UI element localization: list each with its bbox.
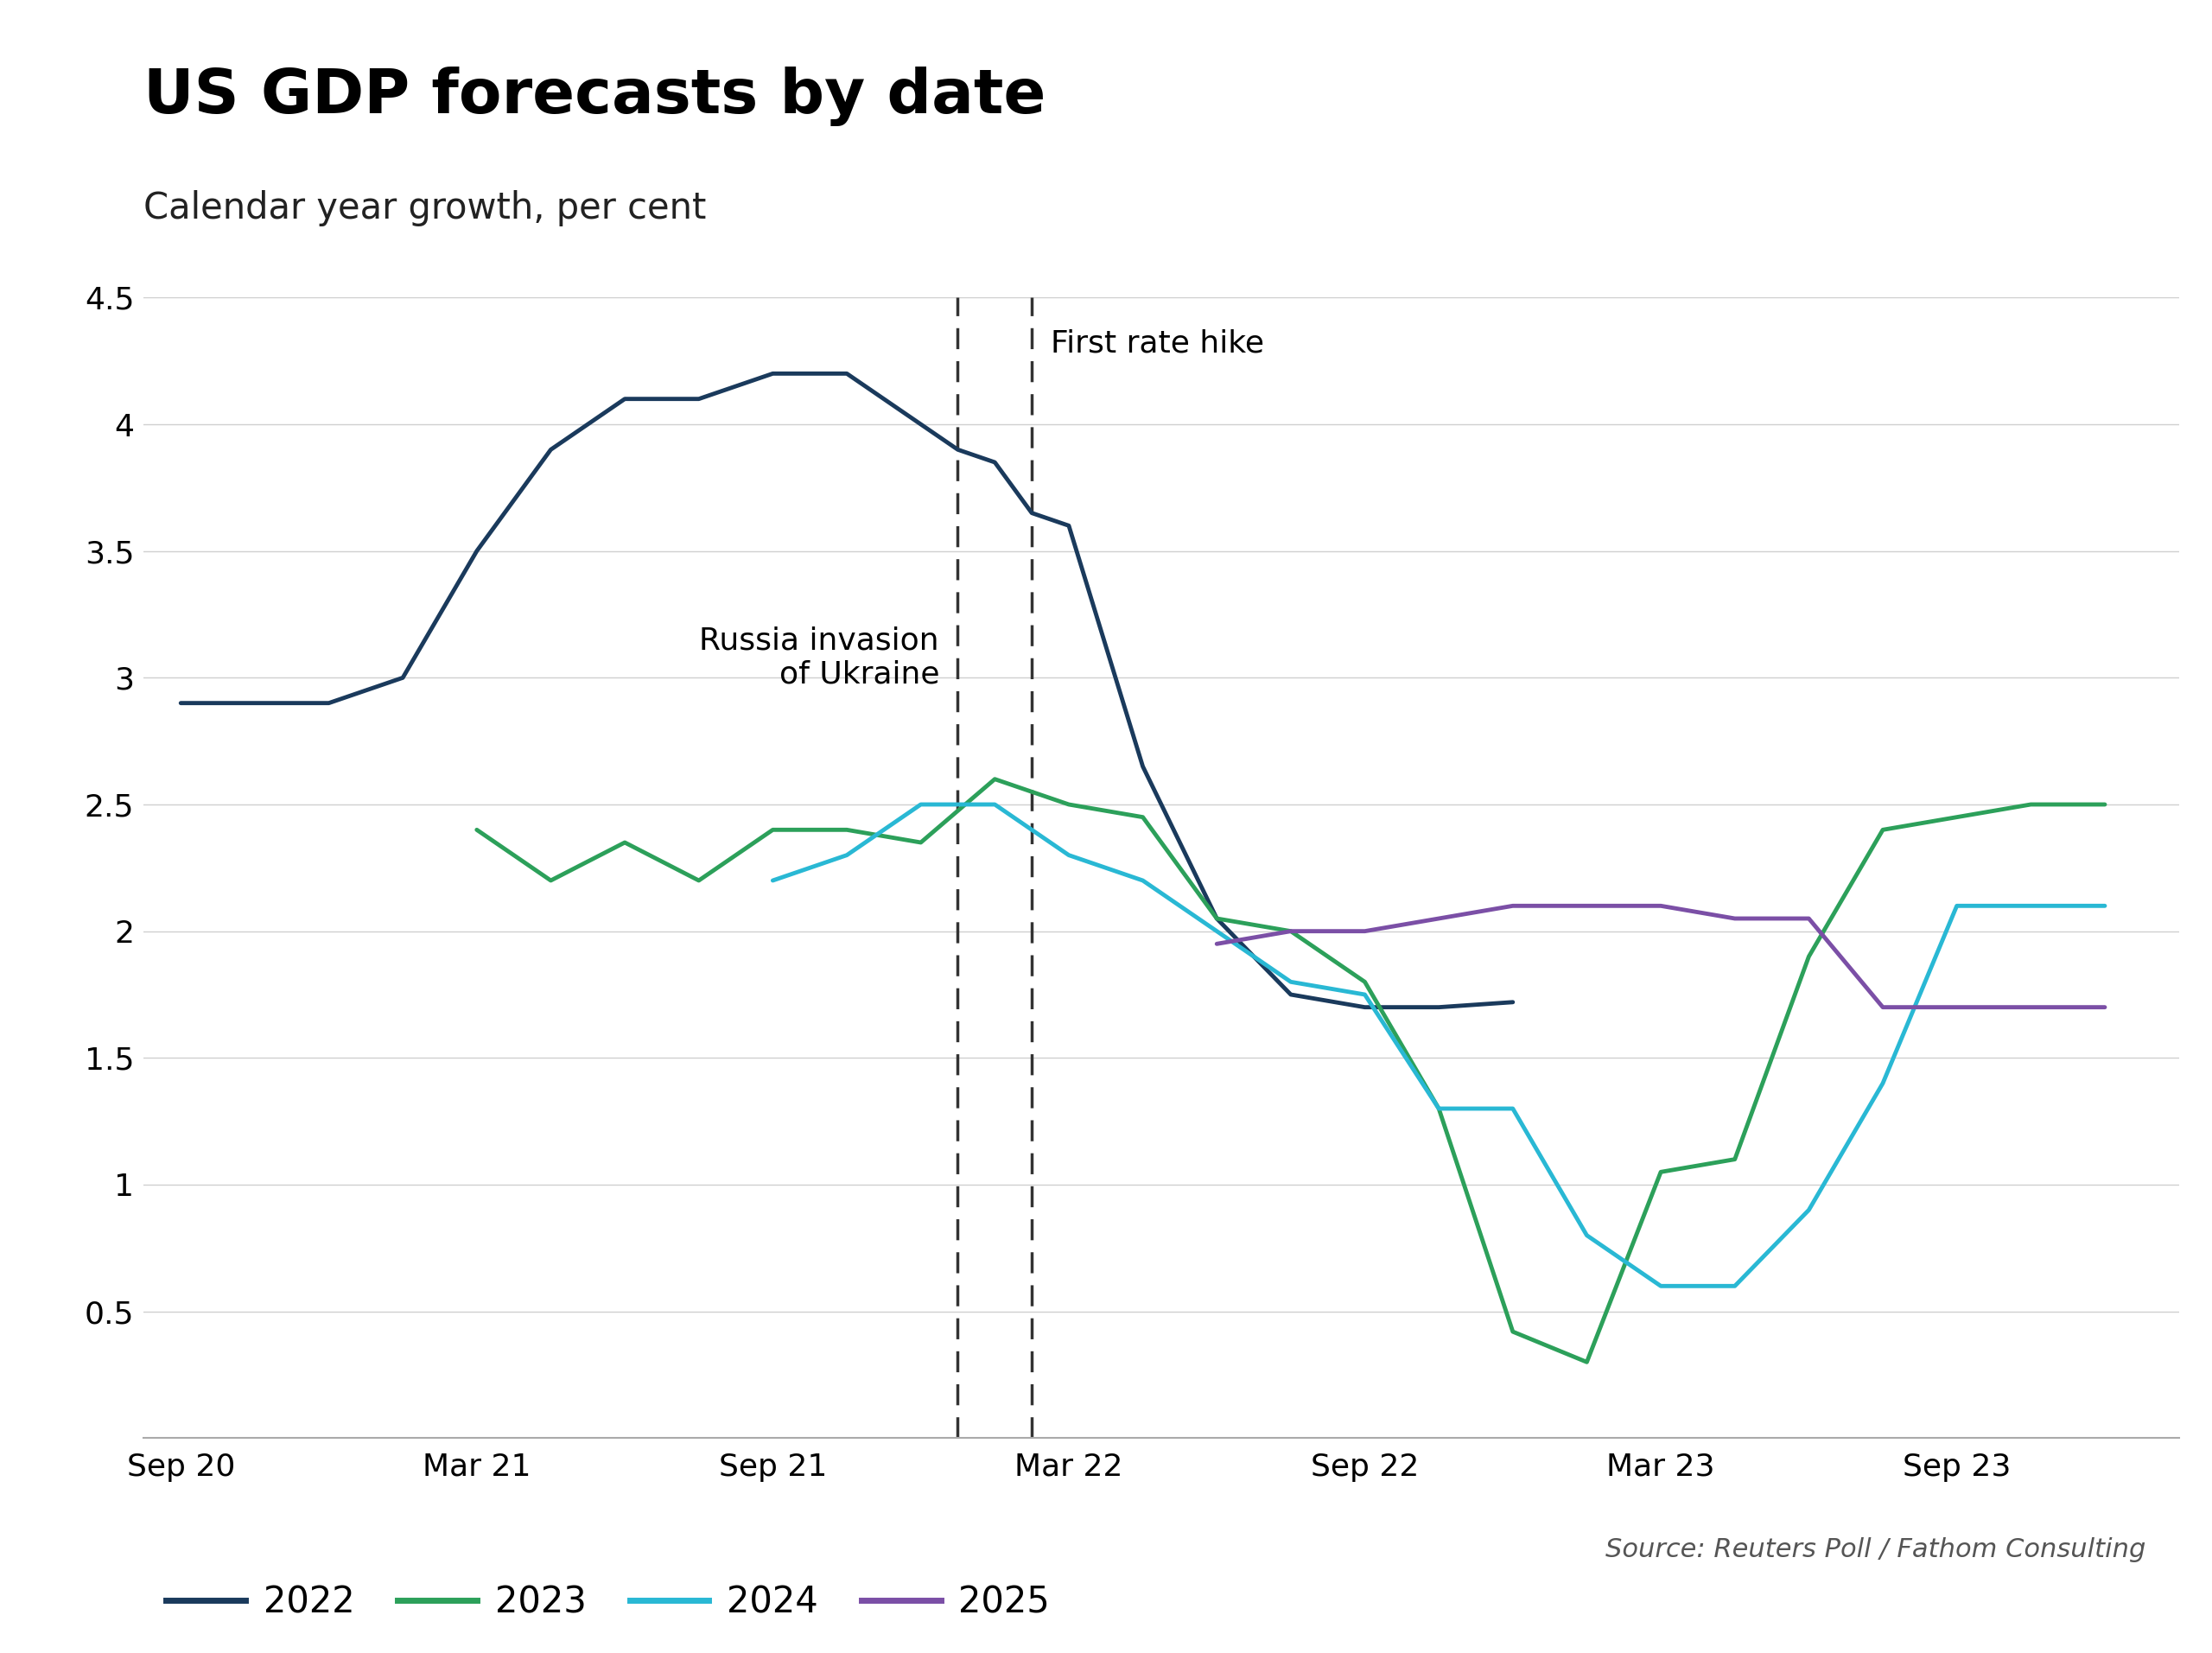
Legend: 2022, 2023, 2024, 2025: 2022, 2023, 2024, 2025 xyxy=(153,1570,1064,1635)
Text: Russia invasion
of Ukraine: Russia invasion of Ukraine xyxy=(699,626,940,689)
Text: US GDP forecasts by date: US GDP forecasts by date xyxy=(144,66,1046,126)
Text: First rate hike: First rate hike xyxy=(1051,329,1263,357)
Text: Source: Reuters Poll / Fathom Consulting: Source: Reuters Poll / Fathom Consulting xyxy=(1606,1537,2146,1562)
Text: Calendar year growth, per cent: Calendar year growth, per cent xyxy=(144,190,706,226)
